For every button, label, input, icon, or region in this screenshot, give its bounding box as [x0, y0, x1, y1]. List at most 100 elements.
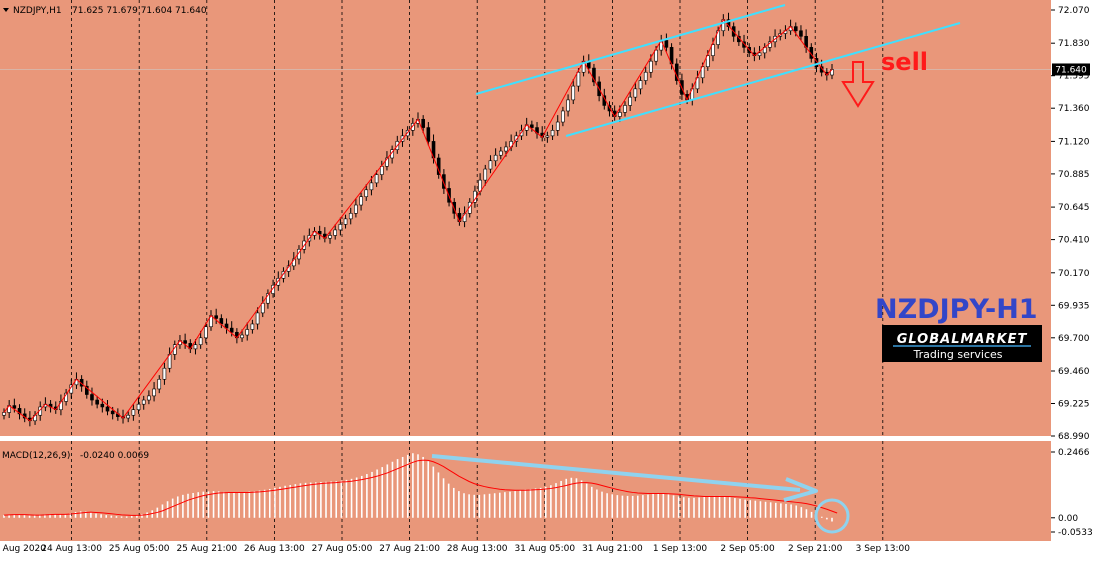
candle: [152, 388, 156, 397]
time-axis-label: 27 Aug 21:00: [379, 544, 440, 554]
candle: [421, 118, 425, 128]
candle: [618, 112, 622, 117]
candle: [131, 409, 136, 416]
chevron-down-icon[interactable]: [3, 8, 9, 12]
candle: [364, 189, 369, 198]
candle: [354, 204, 358, 214]
candle: [250, 323, 255, 330]
current-price-value: 71.640: [1055, 65, 1087, 75]
candle: [369, 182, 374, 191]
candle: [126, 414, 130, 419]
candle: [147, 395, 151, 401]
candle: [623, 105, 627, 113]
candle: [550, 130, 555, 137]
candle: [799, 30, 803, 37]
channel-upper-line[interactable]: [475, 4, 786, 95]
candle: [2, 412, 6, 416]
time-axis-label: 31 Aug 05:00: [514, 544, 575, 554]
panel-separator[interactable]: [0, 436, 1096, 441]
globalmarket-logo: GLOBALMARKET Trading services: [882, 325, 1042, 362]
circle-highlight-icon: [814, 498, 850, 534]
price-axis-label: 70.885: [1058, 170, 1090, 180]
time-axis-label: 2 Sep 05:00: [720, 544, 775, 554]
candle: [100, 403, 105, 408]
arrow-right-icon: [431, 454, 818, 502]
candle: [328, 235, 332, 239]
candle: [266, 293, 270, 304]
candle: [664, 40, 669, 48]
price-axis-label: 71.595: [1058, 72, 1090, 82]
candle: [592, 67, 596, 83]
time-axis-label: 26 Aug 13:00: [244, 544, 305, 554]
candle: [705, 55, 710, 68]
price-axis-label: 70.410: [1058, 236, 1090, 246]
candle: [742, 41, 746, 48]
time-axis-label: 24 Aug 2020: [0, 544, 46, 554]
candle: [571, 85, 576, 101]
candle: [105, 406, 110, 412]
price-axis-label: 71.830: [1058, 39, 1090, 49]
current-price-tag: [1052, 63, 1090, 76]
candle: [338, 224, 343, 231]
candle: [204, 326, 208, 339]
candle: [555, 121, 560, 131]
price-axis-label: 71.360: [1058, 104, 1090, 114]
price-panel[interactable]: [0, 0, 1051, 436]
candle: [576, 71, 581, 87]
candle: [793, 26, 798, 32]
candle: [110, 410, 115, 415]
candle: [85, 385, 89, 395]
time-axis-label: 3 Sep 13:00: [856, 544, 911, 554]
price-axis-label: 70.170: [1058, 269, 1090, 279]
candle: [260, 302, 265, 314]
time-axis-label: 1 Sep 13:00: [653, 544, 708, 554]
price-axis-label: 71.120: [1058, 137, 1090, 147]
candle: [467, 201, 472, 214]
zigzag-indicator: [3, 18, 833, 422]
time-axis-label: 31 Aug 21:00: [582, 544, 643, 554]
candle: [566, 99, 570, 112]
macd-signal-line: [3, 459, 838, 516]
price-axis-label: 72.070: [1058, 6, 1090, 16]
candle: [162, 367, 167, 380]
candle: [514, 135, 519, 142]
logo-brand: GLOBALMARKET: [897, 332, 1028, 347]
down-arrow-icon: [841, 61, 875, 108]
candle: [343, 218, 348, 225]
candle: [224, 323, 229, 329]
macd-values: -0.0240 0.0069: [80, 451, 149, 461]
candle: [136, 403, 141, 411]
candle: [245, 329, 250, 336]
price-axis-label: 69.460: [1058, 367, 1090, 377]
candle: [530, 124, 534, 128]
candle: [633, 88, 638, 98]
candle: [711, 44, 715, 56]
candle: [281, 271, 286, 279]
candle: [255, 312, 260, 325]
candle: [385, 157, 389, 167]
candle: [426, 127, 431, 142]
candle: [498, 150, 503, 156]
price-axis-label: 68.990: [1058, 432, 1090, 442]
macd-label: MACD(12,26,9): [2, 451, 70, 461]
candle: [654, 49, 658, 62]
time-axis-label: 2 Sep 21:00: [788, 544, 843, 554]
logo-tagline: Trading services: [913, 348, 1003, 361]
candle: [183, 340, 187, 344]
time-axis-label: 27 Aug 05:00: [312, 544, 373, 554]
candle: [12, 405, 17, 409]
macd-axis-label: 0.2466: [1058, 448, 1090, 458]
sell-label: sell: [881, 48, 928, 76]
channel-lower-line[interactable]: [565, 22, 961, 137]
candle: [374, 174, 379, 184]
candle: [757, 52, 762, 56]
macd-axis-labels: 0.2466 0.00 -0.0533: [1051, 448, 1093, 538]
candle: [157, 378, 162, 390]
price-axis-labels: 72.070 71.830 71.595 71.360 71.120 70.885 70.6…: [1051, 6, 1090, 442]
candle: [348, 213, 353, 220]
candle: [504, 146, 508, 152]
candle: [442, 174, 446, 189]
